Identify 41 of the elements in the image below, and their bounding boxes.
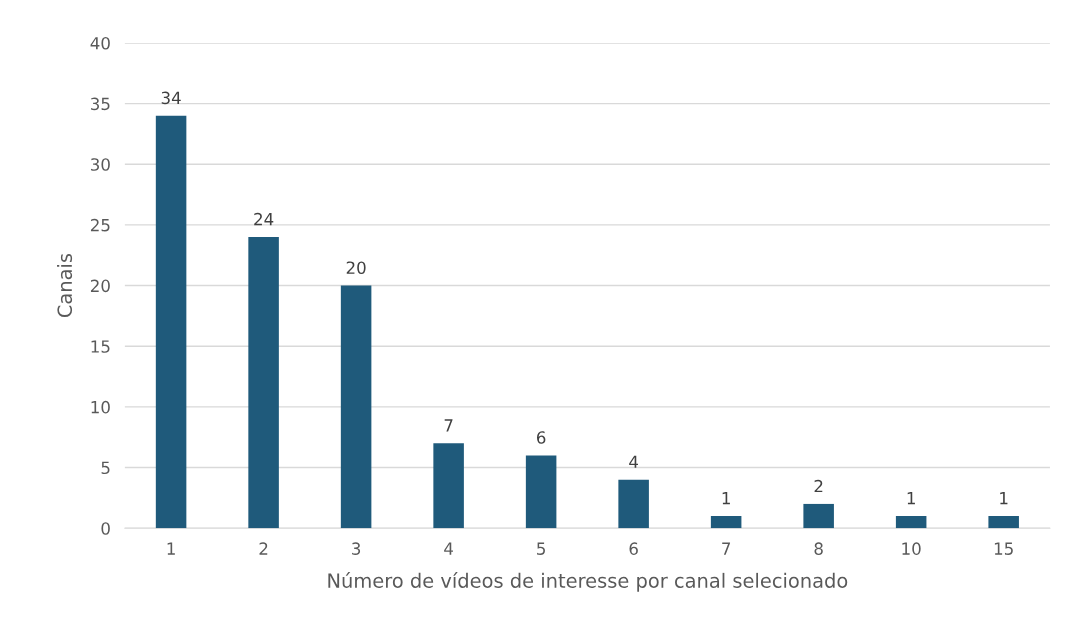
bar	[618, 479, 649, 529]
y-tick-label: 30	[91, 158, 110, 171]
y-tick-label: 15	[91, 340, 110, 353]
bar	[895, 516, 927, 529]
y-axis-title: Canais	[57, 253, 73, 318]
bar	[248, 237, 279, 529]
y-tick-label: 0	[101, 522, 110, 535]
x-tick-label: 2	[259, 542, 268, 555]
x-tick-label: 1	[167, 542, 175, 555]
x-tick-label: 8	[814, 542, 823, 555]
x-tick-label: 5	[537, 542, 545, 555]
y-tick-label: 10	[91, 400, 110, 414]
x-tick-label: 10	[902, 542, 921, 555]
x-tick-label: 6	[629, 542, 638, 555]
y-tick-label: 25	[90, 218, 110, 232]
data-label: 34	[161, 91, 181, 105]
bar	[988, 516, 1019, 529]
data-label: 6	[536, 431, 546, 444]
bar	[433, 443, 464, 529]
data-label: 7	[444, 419, 453, 432]
bar	[710, 516, 742, 529]
data-label: 1	[722, 492, 730, 505]
y-tick-label: 35	[91, 97, 110, 111]
bar	[803, 503, 834, 529]
data-label: 24	[254, 212, 274, 226]
y-tick-label: 40	[90, 36, 110, 50]
data-label: 2	[814, 479, 823, 493]
x-axis-title: Número de vídeos de interesse por canal selecionado	[328, 572, 848, 592]
x-tick-label: 3	[352, 542, 361, 555]
x-tick-label: 7	[722, 542, 731, 555]
bar	[525, 455, 557, 529]
x-tick-label: 4	[444, 542, 453, 555]
bar	[155, 115, 187, 529]
data-label: 20	[346, 261, 366, 274]
data-label: 1	[1000, 492, 1008, 505]
bar	[340, 285, 372, 529]
data-label: 1	[907, 492, 915, 505]
y-tick-label: 5	[101, 461, 110, 475]
y-tick-label: 20	[90, 279, 110, 293]
x-tick-label: 15	[994, 542, 1013, 555]
data-label: 4	[629, 455, 639, 468]
